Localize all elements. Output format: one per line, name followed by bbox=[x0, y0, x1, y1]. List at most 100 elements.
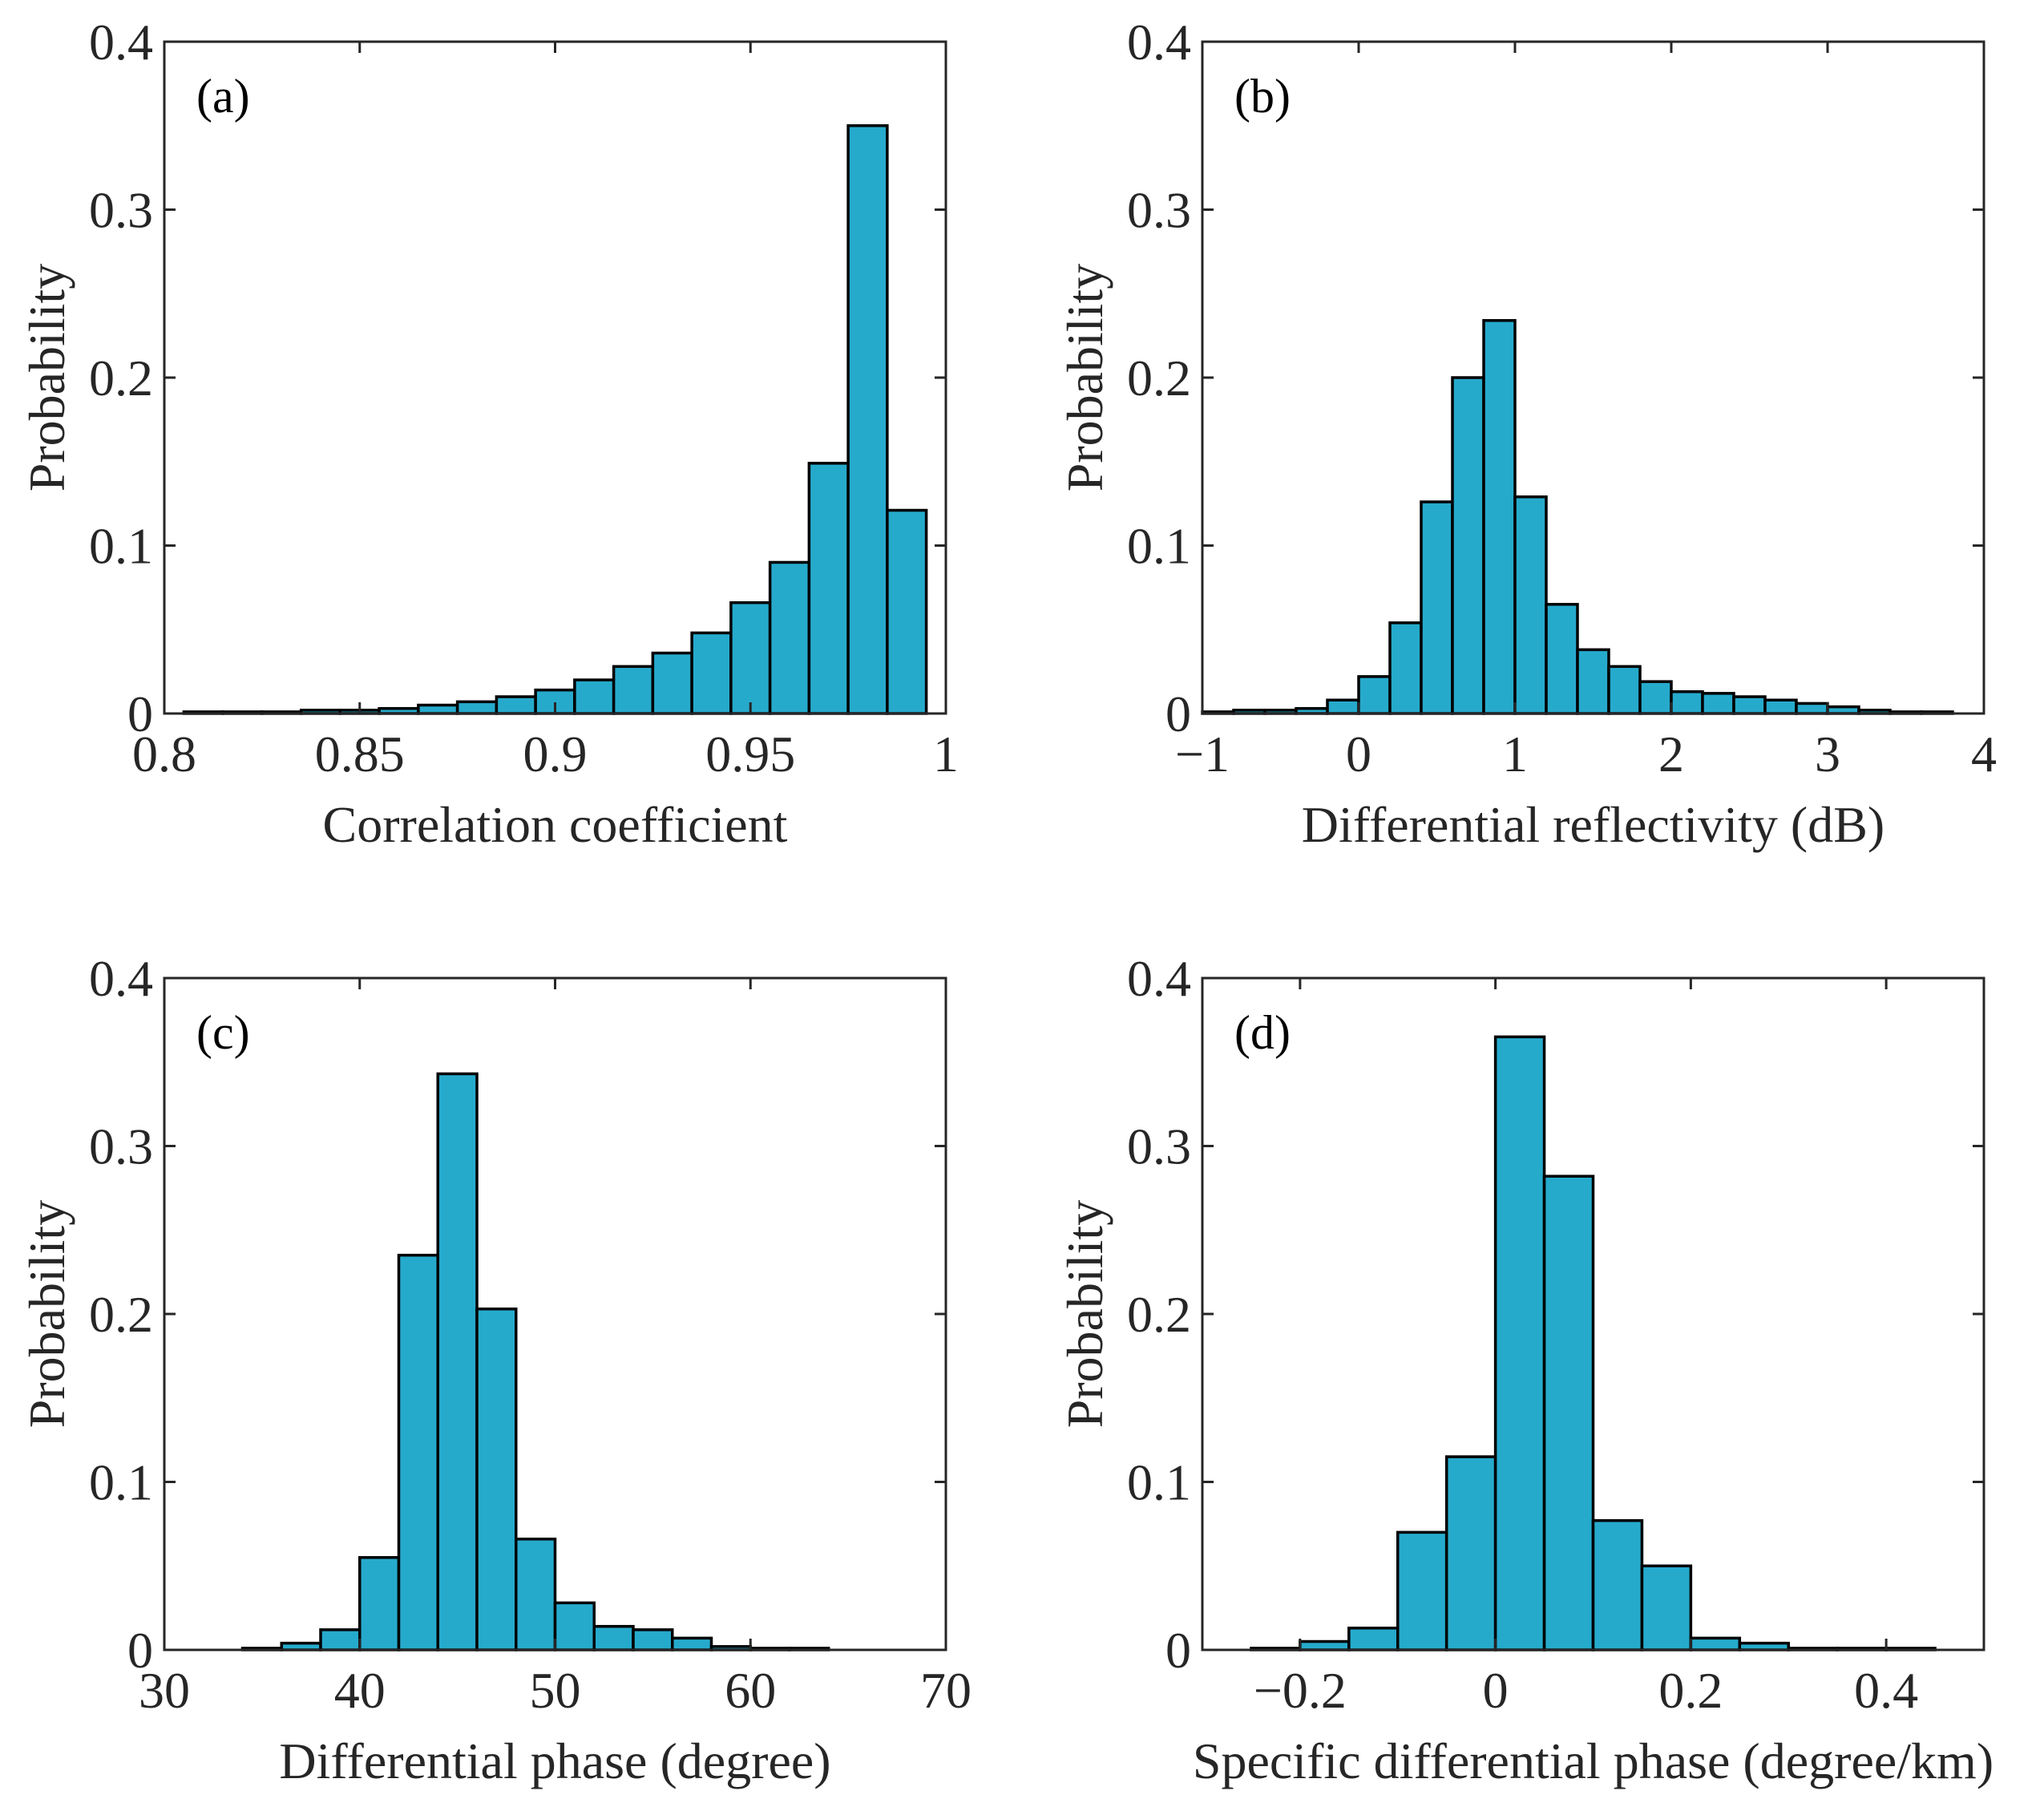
histogram-bar bbox=[1640, 1564, 1693, 1651]
x-tick-label: 0.9 bbox=[523, 726, 588, 782]
histogram-bar bbox=[1396, 1530, 1448, 1651]
histogram-bar bbox=[1388, 621, 1423, 715]
histogram-bar bbox=[1701, 692, 1735, 715]
y-tick-label: 0.3 bbox=[1127, 182, 1191, 239]
histogram-bar bbox=[1763, 698, 1798, 715]
y-tick-label: 0.1 bbox=[89, 1454, 153, 1511]
histogram-bar bbox=[436, 1072, 479, 1651]
histogram-bar bbox=[1444, 1455, 1497, 1651]
panel-c: 0 0.1 0.2 0.3 0.4 30 40 50 60 70 Differential phas… bbox=[18, 950, 972, 1789]
y-tick-label: 0.3 bbox=[89, 182, 153, 239]
x-tick-label: 0 bbox=[1346, 726, 1371, 782]
x-tick-label: 2 bbox=[1658, 726, 1684, 782]
y-tick-label: 0.1 bbox=[1127, 518, 1191, 575]
x-tick-label: 60 bbox=[725, 1662, 776, 1719]
x-tick-label: 70 bbox=[920, 1662, 972, 1719]
histogram-bar bbox=[1493, 1035, 1546, 1651]
histogram-bar bbox=[1545, 603, 1579, 715]
histogram-bar bbox=[1732, 695, 1767, 715]
x-tick-label: 0.4 bbox=[1854, 1662, 1918, 1719]
histogram-bar bbox=[1513, 495, 1548, 715]
panel-tag: (b) bbox=[1234, 70, 1291, 123]
histogram-bar bbox=[553, 1601, 596, 1651]
x-tick-label: 0.2 bbox=[1658, 1662, 1723, 1719]
histogram-bar bbox=[632, 1628, 674, 1651]
histogram-bar bbox=[1670, 690, 1704, 715]
x-axis-label: Correlation coefficient bbox=[323, 796, 788, 853]
x-tick-label: 4 bbox=[1971, 726, 1997, 782]
histogram-bar bbox=[1576, 648, 1610, 715]
y-tick-label: 0 bbox=[127, 1622, 153, 1679]
histogram-bar bbox=[1591, 1518, 1644, 1651]
histogram-bar bbox=[1451, 376, 1485, 715]
histogram-bar bbox=[651, 651, 693, 715]
x-tick-label: 1 bbox=[933, 726, 959, 782]
y-axis-label: Probability bbox=[1056, 1200, 1113, 1428]
y-tick-label: 0 bbox=[127, 685, 153, 742]
x-tick-label: 50 bbox=[530, 1662, 581, 1719]
y-tick-label: 0.3 bbox=[1127, 1118, 1191, 1175]
y-tick-label: 0.2 bbox=[89, 1286, 153, 1343]
histogram-bar bbox=[1689, 1636, 1742, 1651]
y-axis-label: Probability bbox=[18, 1200, 75, 1428]
histogram-bar bbox=[729, 600, 772, 715]
x-tick-label: 0.85 bbox=[315, 726, 405, 782]
histogram-bar bbox=[1542, 1174, 1595, 1651]
histogram-bar bbox=[455, 700, 499, 715]
panel-tag: (d) bbox=[1234, 1006, 1291, 1059]
histogram-bar bbox=[1357, 675, 1392, 715]
histogram-bar bbox=[1638, 680, 1673, 715]
panel-d: 0 0.1 0.2 0.3 0.4 −0.2 0 0.2 0.4 Specific differe… bbox=[1056, 950, 1994, 1789]
histogram-bar bbox=[1326, 698, 1360, 715]
x-tick-label: 0 bbox=[1483, 1662, 1509, 1719]
histogram-bar bbox=[475, 1307, 518, 1651]
x-tick-label: 0.8 bbox=[132, 726, 196, 782]
histogram-bar bbox=[846, 124, 889, 715]
y-tick-label: 0.2 bbox=[89, 350, 153, 406]
y-tick-label: 0.4 bbox=[89, 950, 153, 1007]
x-axis-label: Differential reflectivity (dB) bbox=[1302, 796, 1884, 853]
y-axis-label: Probability bbox=[1056, 264, 1113, 491]
y-tick-label: 0.3 bbox=[89, 1118, 153, 1175]
histogram-bar bbox=[886, 508, 928, 715]
histogram-bar bbox=[1420, 500, 1454, 715]
histogram-bar bbox=[495, 695, 537, 715]
panel-tag: (a) bbox=[196, 70, 250, 123]
histogram-bar bbox=[358, 1556, 401, 1651]
x-tick-label: 3 bbox=[1815, 726, 1840, 782]
y-tick-label: 0 bbox=[1165, 685, 1191, 742]
histogram-bar bbox=[768, 560, 811, 715]
x-axis-label: Differential phase (degree) bbox=[279, 1732, 830, 1789]
histogram-bar bbox=[417, 703, 459, 715]
histogram-bar bbox=[1299, 1639, 1351, 1651]
histogram-bar bbox=[612, 665, 655, 715]
x-tick-label: 30 bbox=[139, 1662, 190, 1719]
histogram-bar bbox=[1795, 701, 1829, 715]
y-tick-label: 0.4 bbox=[89, 14, 153, 71]
histogram-bar bbox=[671, 1636, 713, 1651]
axes-frame bbox=[1201, 40, 1985, 715]
histogram-bar bbox=[1347, 1627, 1400, 1651]
y-tick-label: 0.2 bbox=[1127, 1286, 1191, 1343]
y-tick-label: 0.1 bbox=[89, 518, 153, 575]
panel-a: 0 0.1 0.2 0.3 0.4 0.8 0.85 0.9 0.95 1 Correlation … bbox=[18, 14, 959, 853]
histogram-bar bbox=[573, 678, 616, 715]
x-tick-label: −0.2 bbox=[1254, 1662, 1347, 1719]
x-tick-label: −1 bbox=[1175, 726, 1230, 782]
x-tick-label: 0.95 bbox=[705, 726, 795, 782]
histogram-bar bbox=[515, 1537, 557, 1651]
y-tick-label: 0.4 bbox=[1127, 950, 1191, 1007]
histogram-bar bbox=[690, 631, 733, 715]
histogram-bar bbox=[397, 1253, 439, 1651]
y-tick-label: 0.4 bbox=[1127, 14, 1191, 71]
histogram-bar bbox=[1482, 319, 1517, 715]
x-tick-label: 1 bbox=[1502, 726, 1528, 782]
histogram-bar bbox=[319, 1628, 362, 1651]
x-axis-label: Specific differential phase (degree/km) bbox=[1193, 1732, 1994, 1789]
y-tick-label: 0.1 bbox=[1127, 1454, 1191, 1511]
y-axis-label: Probability bbox=[18, 264, 75, 491]
histogram-bar bbox=[1607, 665, 1642, 715]
x-tick-label: 40 bbox=[334, 1662, 386, 1719]
